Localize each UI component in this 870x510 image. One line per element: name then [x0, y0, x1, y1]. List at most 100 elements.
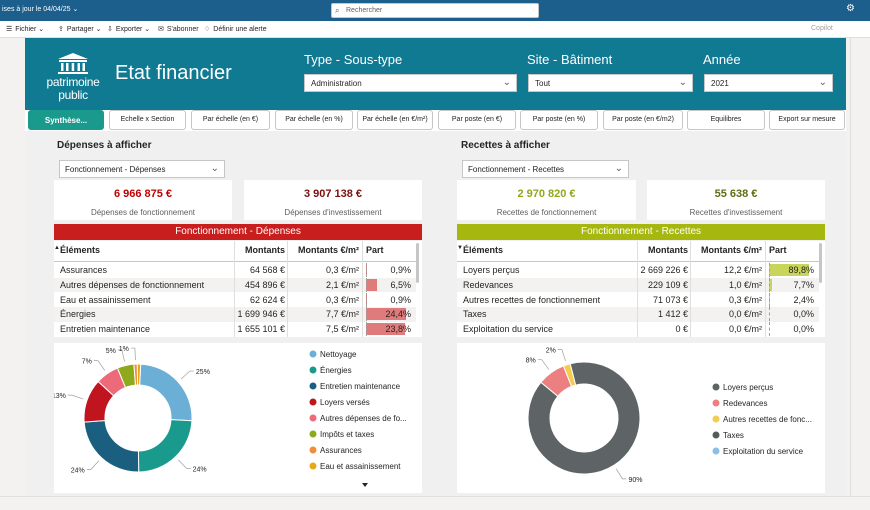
tab-echelle-euro[interactable]: Par échelle (en €) — [191, 110, 270, 130]
bottom-bar — [0, 496, 870, 510]
filter-label-type: Type - Sous-type — [304, 52, 403, 67]
chevron-down-icon: ⌄ — [210, 163, 219, 174]
legend-item[interactable]: Eau et assainissement — [320, 462, 401, 471]
column-header: Montants — [245, 245, 285, 255]
tab-echelle-section[interactable]: Echelle x Section — [109, 110, 186, 130]
data-label: 5% — [106, 348, 116, 355]
sort-arrow-icon: ▼ — [457, 245, 463, 251]
site-select[interactable]: Tout ⌄ — [528, 74, 693, 92]
legend-item[interactable]: Impôts et taxes — [320, 430, 374, 439]
table-row[interactable]: Autres recettes de fonctionnement 71 073 … — [457, 292, 819, 308]
exporter-menu[interactable]: ⇩ Exporter ⌄ — [107, 26, 151, 33]
label-leader-line — [93, 360, 106, 371]
recettes-donut-chart: 90% 8% 2% Loyers perçus Redevances Autres rec… — [457, 343, 825, 493]
data-label: 90% — [628, 477, 642, 484]
donut-slice[interactable] — [139, 363, 193, 422]
column-separator — [690, 241, 691, 337]
filters-pane-rail[interactable] — [850, 38, 870, 510]
table-row[interactable]: Entretien maintenance 1 655 101 € 7,5 €/m²… — [54, 322, 416, 337]
legend-item[interactable]: Énergies — [320, 366, 352, 375]
tab-synthese[interactable]: Synthèse... — [28, 110, 104, 130]
data-label: 7% — [82, 359, 92, 366]
recettes-dropdown[interactable]: Fonctionnement - Recettes ⌄ — [462, 160, 629, 178]
depenses-table-title: Fonctionnement - Dépenses — [54, 224, 422, 240]
donut-slice[interactable] — [527, 361, 641, 475]
cell-m2: 2,1 €/m² — [325, 279, 359, 290]
column-header: Éléments — [60, 245, 101, 255]
search-input[interactable]: ⌕ Rechercher — [331, 3, 539, 18]
legend-item[interactable]: Autres dépenses de fo... — [320, 414, 407, 423]
legend-item[interactable]: Loyers perçus — [723, 383, 773, 392]
kpi-label: Dépenses d'investissement — [284, 208, 382, 217]
subscribe-button[interactable]: ✉ S'abonner — [158, 26, 199, 33]
donut-slice[interactable] — [137, 419, 193, 473]
cell-m2: 0,3 €/m² — [325, 265, 359, 275]
label-leader-line — [615, 468, 627, 480]
donut-slice[interactable] — [83, 419, 140, 473]
depenses-dropdown[interactable]: Fonctionnement - Dépenses ⌄ — [59, 160, 225, 178]
table-row[interactable]: Assurances 64 568 € 0,3 €/m² 0,9% — [54, 263, 416, 278]
tab-poste-euro[interactable]: Par poste (en €) — [438, 110, 516, 130]
fichier-menu[interactable]: ☰ Fichier ⌄ — [6, 26, 45, 33]
donut-svg: 25% 24% 24% 13% 7% 5%1% Nettoyage Énergies Entre… — [52, 346, 407, 487]
legend-item[interactable]: Autres recettes de fonc... — [723, 415, 812, 424]
legend-more-arrow-icon[interactable] — [362, 483, 368, 487]
scrollbar[interactable] — [819, 243, 822, 283]
scrollbar[interactable] — [416, 243, 419, 283]
type-select[interactable]: Administration ⌄ — [304, 74, 517, 92]
cell-part: 24,4% — [385, 309, 411, 320]
part-bar — [769, 278, 773, 291]
table-row[interactable]: Redevances 229 109 € 1,0 €/m² 7,7% — [457, 277, 819, 293]
table-row[interactable]: Autres dépenses de fonctionnement 454 896… — [54, 277, 416, 293]
mail-icon: ✉ — [158, 26, 164, 33]
annee-select[interactable]: 2021 ⌄ — [704, 74, 833, 92]
legend-item[interactable]: Loyers versés — [320, 398, 370, 407]
legend-item[interactable]: Assurances — [320, 446, 362, 455]
tab-echelle-pct[interactable]: Par échelle (en %) — [275, 110, 353, 130]
sort-arrow-icon: ▲ — [54, 245, 60, 251]
donut-slice[interactable] — [136, 363, 142, 386]
tab-export[interactable]: Export sur mesure — [769, 110, 845, 130]
column-header: Part — [366, 245, 384, 255]
table-row[interactable]: Exploitation du service 0 € 0,0 €/m² 0,0% — [457, 322, 819, 337]
tab-poste-pct[interactable]: Par poste (en %) — [520, 110, 598, 130]
table-row[interactable]: Eau et assainissement 62 624 € 0,3 €/m² 0,9… — [54, 292, 416, 308]
header-divider — [54, 261, 416, 262]
table-row[interactable]: Loyers perçus 2 669 226 € 12,2 €/m² 89,8% — [457, 263, 819, 278]
bar-baseline — [366, 292, 367, 307]
cell-montant: 2 669 226 € — [640, 265, 688, 275]
legend-item[interactable]: Entretien maintenance — [320, 382, 401, 391]
legend-marker — [712, 383, 720, 391]
settings-icon[interactable]: ⚙ — [846, 3, 855, 14]
menu-icon: ☰ — [6, 26, 13, 33]
legend-marker — [309, 350, 317, 358]
legend-item[interactable]: Exploitation du service — [723, 447, 804, 456]
donut-slice[interactable] — [562, 363, 577, 388]
legend-item[interactable]: Taxes — [723, 431, 744, 440]
update-status[interactable]: ises à jour le 04/04/25 ⌄ — [2, 6, 79, 13]
part-bar — [366, 308, 406, 321]
cell-part: 89,8% — [788, 265, 814, 275]
cell-name: Redevances — [463, 279, 514, 290]
legend-item[interactable]: Nettoyage — [320, 350, 357, 359]
tab-echelle-m2[interactable]: Par échelle (en €/m²) — [357, 110, 433, 130]
table-row[interactable]: Taxes 1 412 € 0,0 €/m² 0,0% — [457, 307, 819, 322]
table-row[interactable]: Énergies 1 699 946 € 7,7 €/m² 24,4% — [54, 307, 416, 322]
alert-button[interactable]: ♢ Définir une alerte — [204, 26, 267, 33]
partager-menu[interactable]: ⇪ Partager ⌄ — [58, 26, 102, 33]
recettes-table[interactable]: Éléments Montants Montants €/m² Part ▼ Loyers… — [457, 241, 825, 337]
cell-m2: 0,3 €/m² — [728, 294, 762, 305]
kpi-value: 55 638 € — [714, 188, 758, 200]
cell-name: Assurances — [60, 265, 108, 275]
tab-equilibres[interactable]: Equilibres — [687, 110, 765, 130]
copilot-button[interactable]: Copilot — [811, 25, 833, 32]
cell-montant: 454 896 € — [244, 279, 285, 290]
legend-marker — [309, 446, 317, 454]
tab-poste-m2[interactable]: Par poste (en €/m2) — [603, 110, 683, 130]
depenses-table[interactable]: Éléments Montants Montants €/m² Part ▲ Assura… — [54, 241, 422, 337]
toolbar: ☰ Fichier ⌄ ⇪ Partager ⌄ ⇩ Exporter ⌄ ✉ S'ab… — [0, 21, 870, 38]
depenses-donut-chart: 25% 24% 24% 13% 7% 5%1% Nettoyage Énergies Entre… — [52, 343, 422, 493]
legend-item[interactable]: Redevances — [723, 399, 767, 408]
legend-marker — [309, 398, 317, 406]
legend-marker — [712, 415, 720, 423]
